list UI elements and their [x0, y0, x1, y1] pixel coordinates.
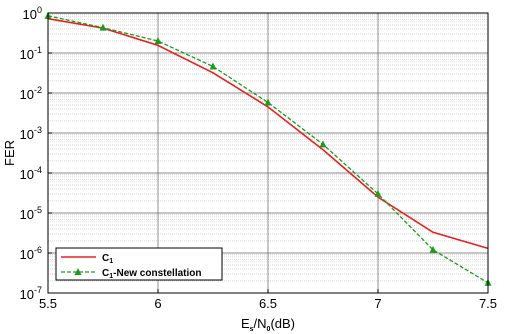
series-point-2 — [99, 23, 107, 31]
y-tick-label: 10-2 — [20, 85, 42, 102]
y-tick-label: 10-1 — [20, 45, 42, 62]
y-tick-label: 10-3 — [20, 125, 42, 142]
legend-box — [55, 247, 223, 281]
series-point-2 — [264, 98, 272, 106]
x-tick-label: 7.5 — [479, 296, 497, 311]
series-point-2 — [209, 62, 217, 70]
x-tick-label: 5.5 — [39, 296, 57, 311]
series-point-2 — [374, 189, 382, 197]
series-line-2 — [47, 15, 489, 284]
y-tick-label: 100 — [23, 5, 42, 22]
y-tick-label: 10-6 — [20, 245, 42, 262]
legend: C1 C1-New constellation — [55, 247, 223, 281]
y-tick-label: 10-4 — [20, 165, 42, 182]
series-point-2 — [319, 140, 327, 148]
y-tick-label: 10-7 — [20, 285, 42, 302]
x-tick-label: 6.5 — [259, 296, 277, 311]
y-tick-label: 10-5 — [20, 205, 42, 222]
y-axis-ticks: 100 10-1 10-2 10-3 10-4 10-5 10-6 10-7 — [20, 5, 52, 302]
series-point-2 — [429, 245, 437, 253]
legend-label-2: C1-New constellation — [102, 268, 202, 280]
y-axis-label: FER — [2, 140, 17, 166]
x-axis-label: Es/N0(dB) — [241, 316, 295, 333]
legend-marker-2 — [74, 268, 82, 275]
x-tick-label: 7 — [374, 296, 381, 311]
legend-label-1: C1 — [102, 253, 113, 265]
series-point-2 — [154, 36, 162, 44]
x-tick-label: 6 — [154, 296, 161, 311]
series-line-1 — [47, 17, 489, 250]
x-axis-ticks: 5.5 6 6.5 7 7.5 — [39, 289, 497, 311]
